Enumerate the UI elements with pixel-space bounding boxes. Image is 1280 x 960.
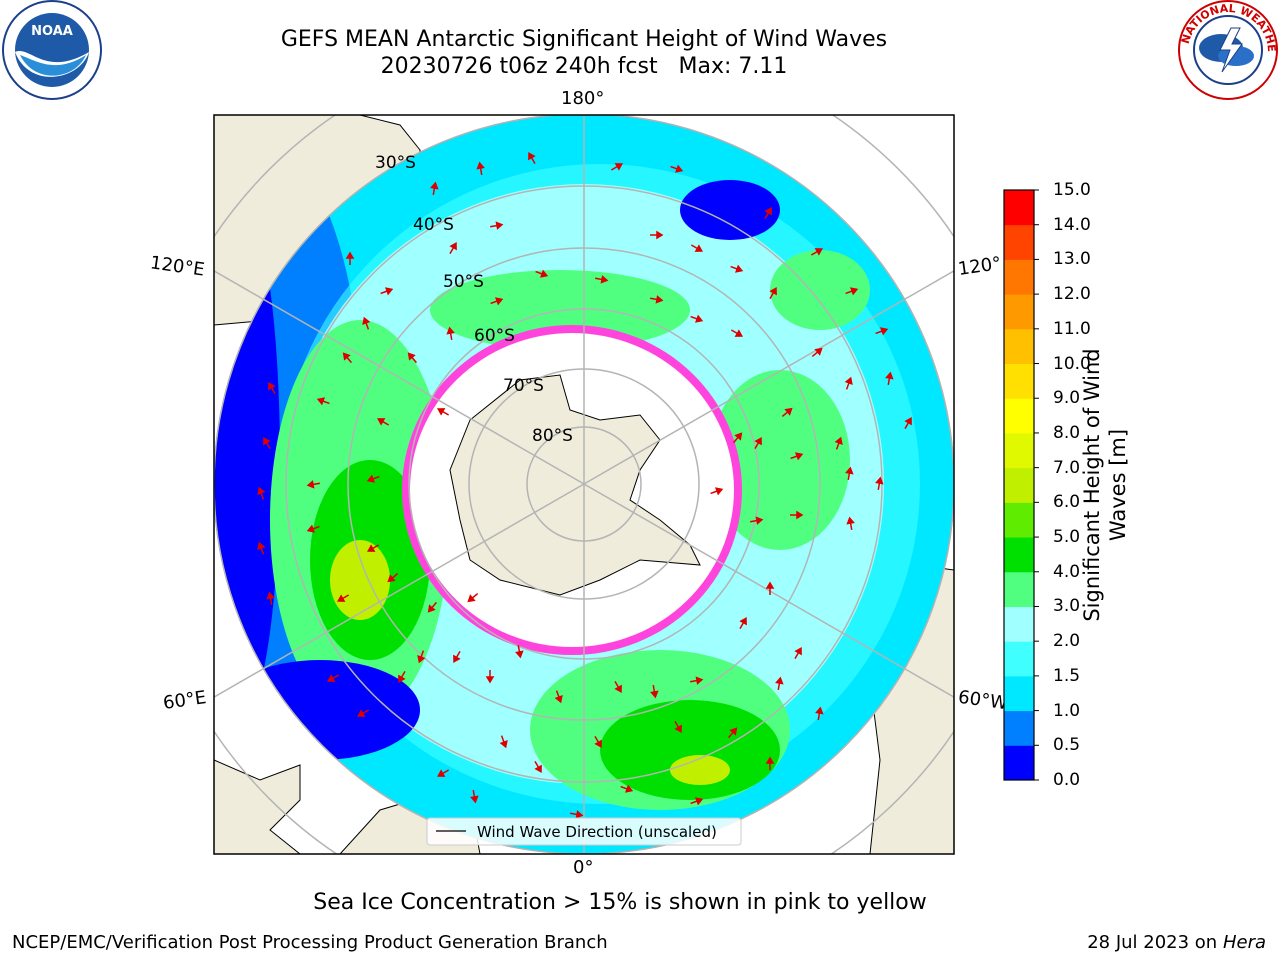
colorbar-tick-label: 0.0 [1053,770,1081,790]
chart-subtitle: 20230726 t06z 240h fcst Max: 7.11 [380,54,788,79]
antarctica-land [449,374,701,596]
colorbar-tick-label: 2.0 [1053,631,1081,652]
colorbar-tick-label: 1.5 [1053,665,1081,686]
colorbar-swatch [1004,294,1034,330]
colorbar-swatch [1004,467,1034,503]
colorbar-frame [1003,189,1035,781]
colorbar-swatch [1004,571,1034,607]
graticule-meridians [214,115,954,854]
lon-label-0: 0° [573,857,594,878]
footer-date-text: 28 Jul 2023 on [1087,932,1223,953]
colorbar-swatch [1004,398,1034,434]
colorbar-swatch [1004,641,1034,677]
colorbar-swatch [1004,259,1034,295]
lat-label-80s: 80°S [532,426,573,446]
lat-label-50s: 50°S [443,272,484,292]
noaa-logo-text: NOAA [31,24,73,39]
colorbar-swatch [1004,432,1034,469]
lon-label-180: 180° [561,88,605,109]
colorbar-tick-label: 10.0 [1053,353,1091,374]
chart-title: GEFS MEAN Antarctic Significant Height o… [280,27,888,52]
lat-label-70s: 70°S [503,376,544,396]
colorbar-swatch [1004,745,1034,781]
colorbar-tick-label: 1.0 [1053,700,1081,721]
colorbar-tick-label: 5.0 [1053,527,1081,548]
colorbar-tick-label: 12.0 [1053,284,1091,305]
lat-label-40s: 40°S [413,215,454,235]
legend-label: Wind Wave Direction (unscaled) [477,823,717,841]
sea-ice-note: Sea Ice Concentration > 15% is shown in … [313,890,927,915]
colorbar-tick-label: 0.5 [1053,735,1081,756]
colorbar-swatch [1004,606,1034,642]
colorbar-tick-label: 9.0 [1053,388,1081,409]
lat-label-60s: 60°S [474,326,515,346]
colorbar-tick-label: 4.0 [1053,561,1081,582]
map-legend: Wind Wave Direction (unscaled) [426,817,742,846]
colorbar-tick-label: 13.0 [1053,249,1091,270]
colorbar-tick-label: 6.0 [1053,492,1081,513]
africa-land [214,759,301,854]
latitude-labels: 30°S 40°S 50°S 60°S 70°S 80°S [375,153,573,446]
nws-logo: NATIONAL WEATHER SERVICE [1176,0,1278,100]
colorbar-swatch [1004,675,1034,712]
noaa-logo: NOAA [2,0,102,100]
colorbar-tick-label: 14.0 [1053,214,1091,235]
colorbar-swatch [1004,537,1034,573]
footer-machine: Hera [1222,932,1266,953]
colorbar-swatch [1004,710,1034,746]
map-frame [213,114,955,855]
colorbar-tick-label: 15.0 [1053,180,1091,200]
colorbar-tick-label: 7.0 [1053,457,1081,478]
colorbar [1003,189,1039,781]
colorbar-tick-label: 8.0 [1053,422,1081,443]
colorbar-swatch [1004,190,1034,226]
colorbar-tick-label: 3.0 [1053,596,1081,617]
colorbar-title: Significant Height of Wind Waves [m] [1080,348,1130,622]
lat-label-30s: 30°S [375,153,416,173]
colorbar-swatch [1004,328,1034,365]
colorbar-swatch [1004,224,1034,260]
colorbar-swatch [1004,363,1034,399]
colorbar-swatch [1004,502,1034,538]
footer-date: 28 Jul 2023 on Hera [1087,932,1266,953]
colorbar-tick-label: 11.0 [1053,318,1091,339]
wind-wave-arrows [257,152,912,819]
footer-credit: NCEP/EMC/Verification Post Processing Pr… [12,932,608,953]
